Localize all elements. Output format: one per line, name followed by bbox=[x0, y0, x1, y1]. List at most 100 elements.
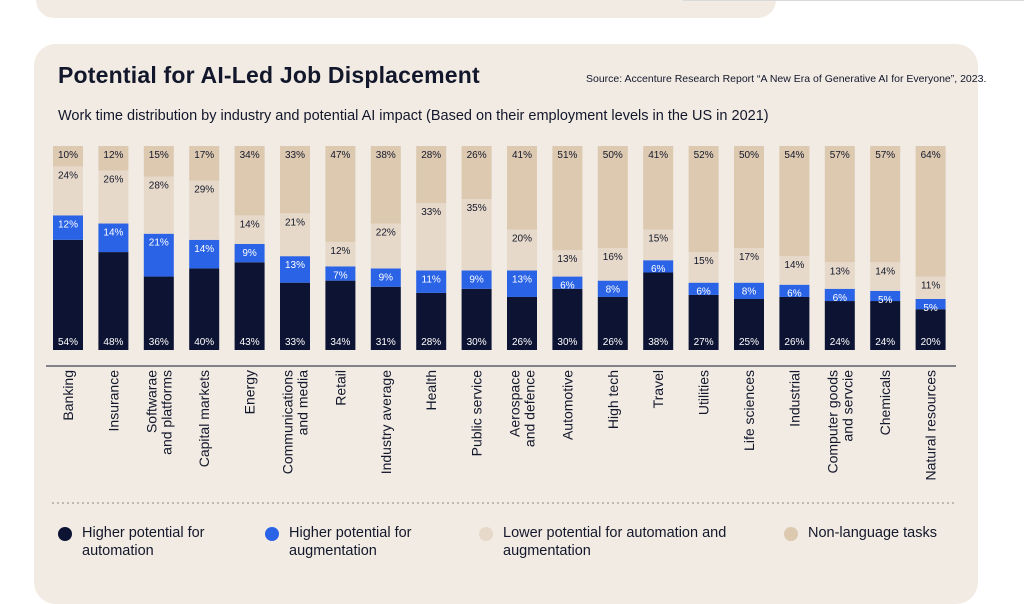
category-label-text: Insurance bbox=[105, 370, 121, 432]
data-label-augmentation-11: 6% bbox=[560, 281, 575, 292]
data-label-automation-14: 27% bbox=[694, 337, 714, 348]
legend-item-lower: Lower potential for automation and augme… bbox=[479, 524, 733, 560]
data-label-nonlanguage-1: 12% bbox=[103, 150, 123, 161]
bar-group-6: 34% 7% 12% 47% bbox=[325, 146, 356, 350]
bar-nonlanguage-6 bbox=[325, 146, 356, 242]
bar-lower-12 bbox=[597, 248, 628, 281]
category-label-17: Computer goods and servcie bbox=[824, 370, 855, 474]
bar-nonlanguage-15 bbox=[734, 146, 764, 248]
bar-nonlanguage-0 bbox=[53, 146, 83, 167]
data-label-automation-9: 30% bbox=[467, 337, 487, 348]
bar-group-9: 30% 9% 35% 26% bbox=[461, 146, 492, 350]
bar-augmentation-14 bbox=[688, 282, 719, 295]
bar-automation-14 bbox=[688, 294, 719, 350]
data-label-nonlanguage-0: 10% bbox=[58, 150, 78, 161]
category-label-text: Aerospace bbox=[507, 370, 523, 437]
bar-lower-17 bbox=[824, 262, 855, 289]
data-label-lower-6: 12% bbox=[330, 246, 350, 257]
data-label-nonlanguage-15: 50% bbox=[739, 150, 759, 161]
data-label-nonlanguage-11: 51% bbox=[557, 150, 577, 161]
data-label-lower-12: 16% bbox=[603, 252, 623, 263]
bar-nonlanguage-19 bbox=[915, 146, 946, 277]
bar-group-17: 24% 6% 13% 57% bbox=[824, 146, 855, 350]
data-label-automation-3: 40% bbox=[194, 337, 214, 348]
data-label-lower-17: 13% bbox=[830, 266, 850, 277]
category-label-text: Softwarae bbox=[143, 370, 159, 433]
bar-nonlanguage-1 bbox=[98, 146, 129, 171]
category-label-text: Energy bbox=[242, 370, 258, 414]
data-label-lower-2: 28% bbox=[149, 181, 169, 192]
data-label-lower-3: 29% bbox=[194, 185, 214, 196]
bar-lower-9 bbox=[461, 199, 492, 271]
data-label-nonlanguage-17: 57% bbox=[830, 150, 850, 161]
previous-card bbox=[36, 0, 776, 18]
bar-nonlanguage-18 bbox=[870, 146, 901, 263]
bar-lower-16 bbox=[779, 256, 810, 285]
bar-lower-1 bbox=[98, 170, 129, 224]
bar-augmentation-17 bbox=[824, 288, 855, 302]
data-label-automation-17: 24% bbox=[830, 337, 850, 348]
bar-augmentation-13 bbox=[643, 260, 674, 273]
data-label-nonlanguage-7: 38% bbox=[376, 150, 396, 161]
data-label-lower-0: 24% bbox=[58, 170, 78, 181]
category-label-text: and servcie bbox=[839, 370, 855, 442]
bar-automation-18 bbox=[870, 301, 901, 350]
bar-lower-2 bbox=[143, 176, 174, 234]
top-divider bbox=[683, 0, 1024, 1]
category-label-12: High tech bbox=[605, 370, 621, 429]
bar-group-2: 36% 21% 28% 15% bbox=[143, 146, 174, 350]
legend-label-lower: Lower potential for automation and augme… bbox=[503, 525, 727, 559]
bar-nonlanguage-13 bbox=[643, 146, 674, 230]
data-label-automation-13: 38% bbox=[648, 337, 668, 348]
bar-automation-8 bbox=[416, 292, 447, 350]
data-label-nonlanguage-16: 54% bbox=[784, 150, 804, 161]
bar-group-3: 40% 14% 29% 17% bbox=[189, 146, 220, 350]
category-label-8: Health bbox=[423, 370, 439, 410]
bar-augmentation-0 bbox=[53, 215, 83, 240]
category-label-text: Industry average bbox=[378, 370, 394, 474]
category-label-18: Chemicals bbox=[877, 370, 893, 435]
data-label-nonlanguage-14: 52% bbox=[694, 150, 714, 161]
bar-group-11: 30% 6% 13% 51% bbox=[552, 146, 583, 350]
category-label-text: Communications bbox=[280, 370, 296, 474]
bar-lower-14 bbox=[688, 252, 719, 283]
bar-nonlanguage-2 bbox=[143, 146, 174, 177]
bar-automation-2 bbox=[143, 276, 174, 350]
category-label-text: Retail bbox=[332, 370, 348, 406]
category-label-0: Banking bbox=[60, 370, 76, 421]
data-label-automation-0: 54% bbox=[58, 337, 78, 348]
category-label-text: High tech bbox=[605, 370, 621, 429]
data-label-automation-16: 26% bbox=[784, 337, 804, 348]
bar-lower-10 bbox=[507, 229, 537, 271]
category-label-11: Automotive bbox=[559, 370, 575, 440]
bar-lower-4 bbox=[234, 215, 265, 244]
chart-card: Potential for AI-Led Job Displacement So… bbox=[34, 44, 986, 604]
bar-group-15: 25% 8% 17% 50% bbox=[734, 146, 764, 350]
bar-lower-13 bbox=[643, 229, 674, 261]
legend-label-automation: Higher potential for automation bbox=[82, 525, 205, 559]
category-label-3: Capital markets bbox=[196, 370, 212, 467]
data-label-automation-10: 26% bbox=[512, 337, 532, 348]
data-label-automation-7: 31% bbox=[376, 337, 396, 348]
bar-group-5: 33% 13% 21% 33% bbox=[280, 146, 310, 350]
bar-group-13: 38% 6% 15% 41% bbox=[643, 146, 674, 350]
data-label-lower-19: 11% bbox=[921, 281, 940, 292]
data-label-nonlanguage-13: 41% bbox=[648, 150, 668, 161]
bar-automation-9 bbox=[461, 288, 492, 350]
data-label-nonlanguage-18: 57% bbox=[875, 150, 895, 161]
bar-augmentation-1 bbox=[98, 223, 129, 253]
bar-lower-8 bbox=[416, 203, 447, 271]
data-label-augmentation-8: 11% bbox=[422, 274, 441, 285]
bar-group-7: 31% 9% 22% 38% bbox=[370, 146, 401, 350]
data-label-lower-11: 13% bbox=[557, 254, 577, 265]
data-label-nonlanguage-4: 34% bbox=[240, 150, 260, 161]
bar-automation-19 bbox=[915, 309, 946, 350]
data-label-lower-13: 15% bbox=[648, 234, 668, 245]
data-label-lower-18: 14% bbox=[875, 266, 895, 277]
category-label-7: Industry average bbox=[378, 370, 394, 474]
bar-automation-11 bbox=[552, 288, 583, 350]
chart-title: Potential for AI-Led Job Displacement bbox=[58, 62, 480, 88]
data-label-lower-7: 22% bbox=[376, 228, 396, 239]
category-label-text: Automotive bbox=[559, 370, 575, 440]
data-label-augmentation-17: 6% bbox=[833, 293, 848, 304]
